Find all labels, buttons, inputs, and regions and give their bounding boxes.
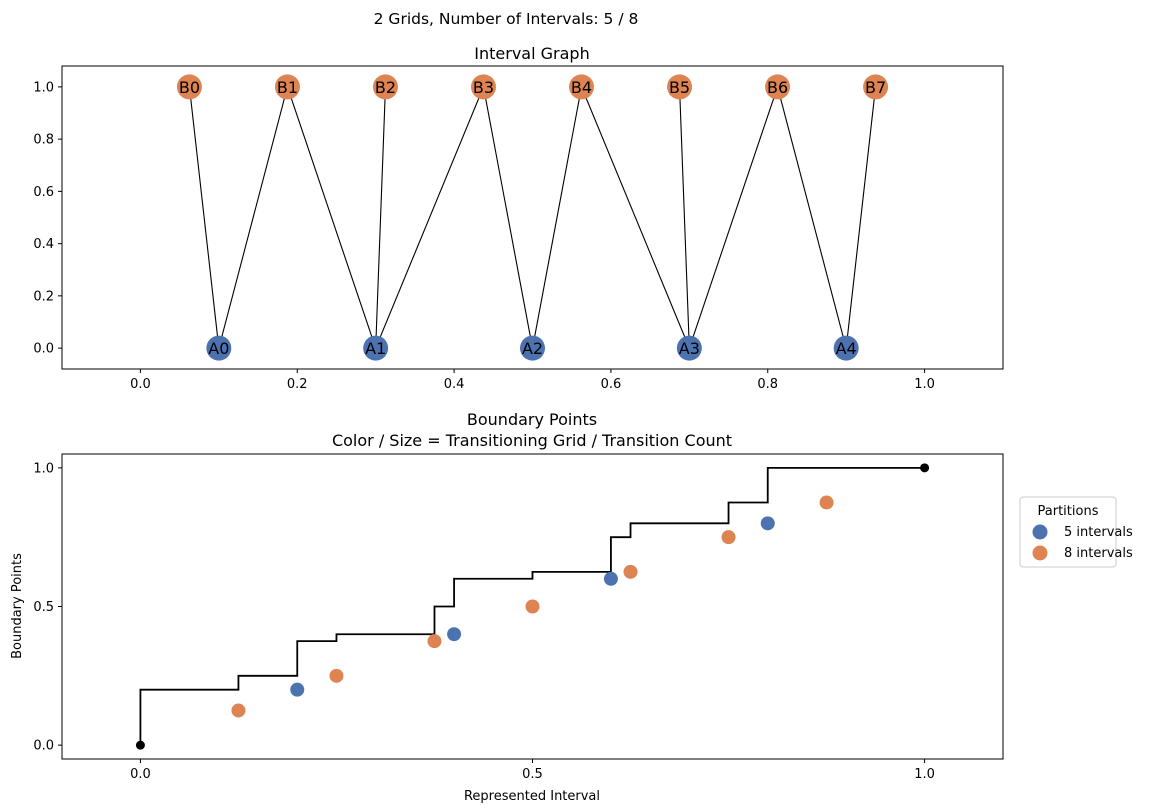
graph-edge-a3-b6 <box>688 86 779 349</box>
graph-node-b0 <box>176 74 202 100</box>
interval-graph-x-tick-label: 1.0 <box>914 377 935 392</box>
boundary-point-5-intervals <box>603 571 618 586</box>
boundary-point-5-intervals <box>760 516 775 531</box>
interval-graph-x-tick-label: 0.4 <box>444 377 465 392</box>
graph-edge-a4-b6 <box>777 86 847 349</box>
interval-graph-plot-frame <box>61 65 1004 370</box>
boundary-point-8-intervals <box>525 599 540 614</box>
boundary-point-5-intervals <box>290 682 305 697</box>
interval-graph-x-tick-label: 0.2 <box>287 377 308 392</box>
legend-label-5-intervals: 5 intervals <box>1064 525 1133 540</box>
graph-edge-a4-b7 <box>845 86 877 349</box>
graph-node-label-b7: B7 <box>865 78 886 97</box>
graph-node-b3 <box>470 74 496 100</box>
graph-node-a4 <box>833 335 859 361</box>
boundary-point-8-intervals <box>623 564 638 579</box>
boundary-points-panel: Boundary Points Color / Size = Transitio… <box>10 410 1004 804</box>
graph-node-a2 <box>520 335 545 361</box>
graph-edge-a2-b4 <box>531 86 583 349</box>
graph-node-label-a1: A1 <box>365 339 386 358</box>
interval-graph-nodes: A0 A1 A2 A3 A4 B0 B1 B2 B3 B4 B5 B6 B7 <box>176 74 889 361</box>
boundary-points-subtitle: Color / Size = Transitioning Grid / Tran… <box>332 431 732 450</box>
graph-node-label-b5: B5 <box>669 78 690 97</box>
graph-node-b6 <box>765 74 791 100</box>
graph-edge-a0-b0 <box>188 86 220 349</box>
graph-node-b4 <box>569 74 595 100</box>
graph-edge-a3-b5 <box>678 86 690 349</box>
graph-node-b2 <box>372 74 398 100</box>
graph-node-label-b2: B2 <box>375 78 396 97</box>
graph-node-label-b1: B1 <box>277 78 298 97</box>
graph-node-a0 <box>206 335 232 361</box>
partitions-legend: Partitions 5 intervals 8 intervals <box>1019 496 1133 568</box>
boundary-end-point <box>920 463 930 473</box>
interval-graph-y-tick-label: 0.4 <box>33 237 54 252</box>
interval-graph-y-tick-label: 0.8 <box>33 133 54 148</box>
boundary-points-y-tick-label: 0.0 <box>33 739 54 754</box>
interval-graph-edges <box>188 86 877 349</box>
graph-node-b1 <box>274 74 300 100</box>
graph-node-label-a2: A2 <box>522 339 543 358</box>
graph-node-a3 <box>676 335 702 361</box>
interval-graph-y-tick-label: 0.6 <box>33 185 54 200</box>
legend-marker-5-intervals <box>1032 524 1048 540</box>
figure-suptitle: 2 Grids, Number of Intervals: 5 / 8 <box>374 10 639 28</box>
boundary-points-y-tick-label: 0.5 <box>33 600 54 615</box>
graph-edge-a2-b3 <box>482 86 534 349</box>
boundary-points-x-tick-label: 1.0 <box>914 767 935 782</box>
boundary-point-5-intervals <box>447 627 462 642</box>
legend-marker-8-intervals <box>1032 545 1048 561</box>
boundary-points-x-tick-label: 0.0 <box>130 767 151 782</box>
boundary-points-x-tick-label: 0.5 <box>522 767 543 782</box>
boundary-points-y-axis-label: Boundary Points <box>10 553 25 659</box>
graph-node-a1 <box>363 335 389 361</box>
legend-title: Partitions <box>1038 504 1099 519</box>
interval-graph-y-tick-label: 0.0 <box>33 342 54 357</box>
graph-node-label-b3: B3 <box>473 78 494 97</box>
graph-node-label-b6: B6 <box>767 78 788 97</box>
boundary-points-title: Boundary Points <box>467 410 597 429</box>
interval-graph-x-tick-label: 0.6 <box>601 377 622 392</box>
boundary-start-point <box>135 740 145 750</box>
graph-edge-a1-b1 <box>286 86 377 349</box>
boundary-point-8-intervals <box>329 668 344 683</box>
boundary-points-y-tick-label: 1.0 <box>33 461 54 476</box>
boundary-points-plot-frame <box>61 453 1004 760</box>
boundary-points-axes: 0.0 0.5 1.0 0.0 0.5 1.0 <box>33 461 935 782</box>
interval-graph-y-tick-label: 1.0 <box>33 80 54 95</box>
interval-graph-x-tick-label: 0.8 <box>757 377 778 392</box>
interval-graph-axes: 0.0 0.2 0.4 0.6 0.8 1.0 0.0 0.2 0.4 0.6 0.8 1.0 <box>33 80 935 392</box>
graph-edge-a1-b3 <box>375 86 484 349</box>
graph-node-label-b4: B4 <box>571 78 592 97</box>
graph-node-label-a4: A4 <box>836 339 857 358</box>
boundary-points-step-line <box>139 466 925 746</box>
graph-node-label-b0: B0 <box>179 78 200 97</box>
interval-graph-panel: Interval Graph 0.0 0.2 0.4 0.6 0.8 1.00.00.20… <box>33 44 1004 392</box>
boundary-step-line <box>139 466 925 746</box>
boundary-point-8-intervals <box>231 703 246 718</box>
graph-node-b5 <box>667 74 693 100</box>
boundary-point-8-intervals <box>427 634 442 649</box>
graph-node-label-a0: A0 <box>208 339 229 358</box>
boundary-points-markers <box>135 463 930 750</box>
graph-node-b7 <box>863 74 889 100</box>
graph-node-label-a3: A3 <box>679 339 700 358</box>
interval-graph-y-tick-label: 0.2 <box>33 289 54 304</box>
boundary-point-8-intervals <box>721 530 736 545</box>
interval-graph-x-tick-label: 0.0 <box>130 377 151 392</box>
legend-label-8-intervals: 8 intervals <box>1064 546 1133 561</box>
boundary-points-x-axis-label: Represented Interval <box>464 789 600 804</box>
interval-graph-title: Interval Graph <box>474 44 589 63</box>
graph-edge-a0-b1 <box>218 86 288 349</box>
boundary-point-8-intervals <box>819 495 834 510</box>
graph-edge-a3-b4 <box>581 86 690 349</box>
graph-edge-a1-b2 <box>375 86 387 349</box>
